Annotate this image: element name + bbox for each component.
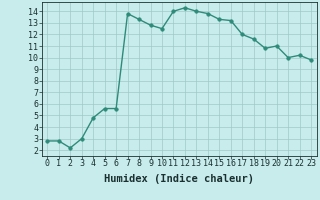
X-axis label: Humidex (Indice chaleur): Humidex (Indice chaleur)	[104, 174, 254, 184]
